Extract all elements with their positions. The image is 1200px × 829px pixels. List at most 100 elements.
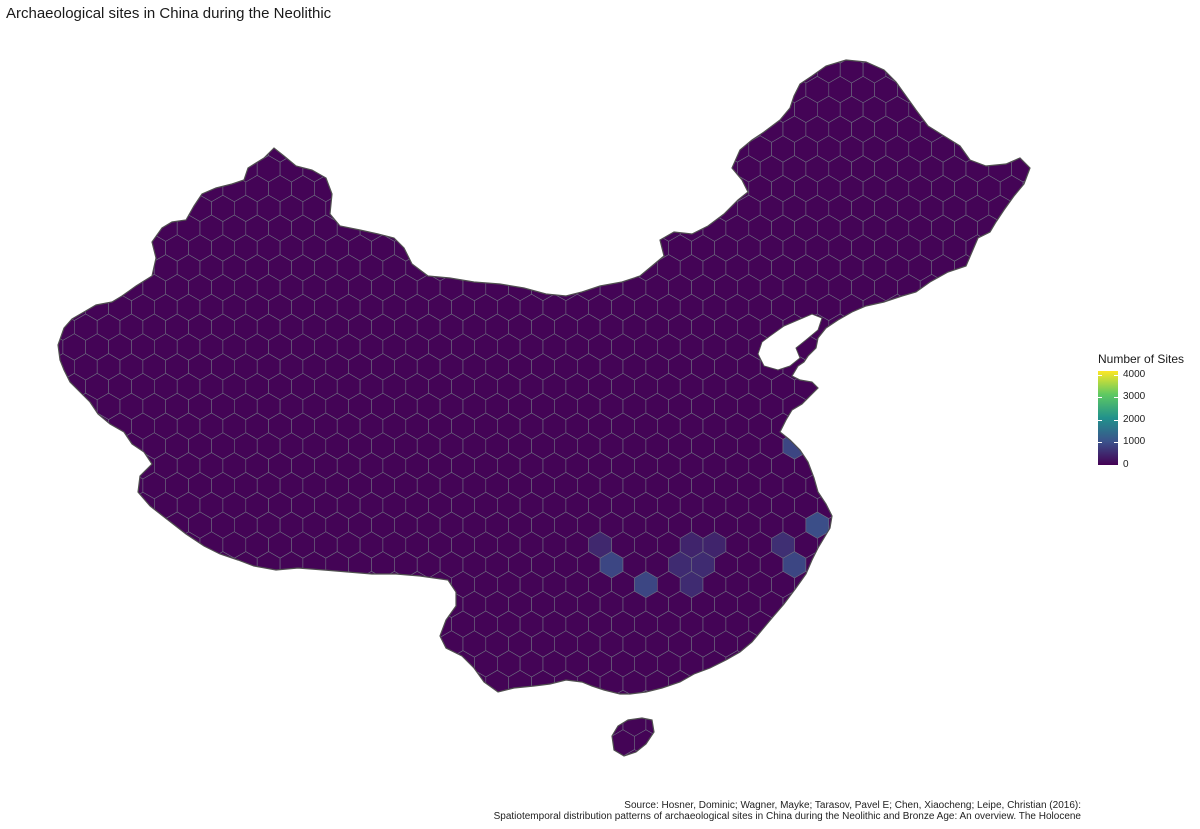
hex-cell [988,432,1013,460]
hex-cell [931,729,955,756]
hex-cell [451,95,475,123]
hex-cell [942,313,967,341]
hex-cell [885,729,910,756]
hex-cell [416,749,441,756]
hex-cell [576,234,601,262]
hex-cell [199,95,224,123]
hex-cell [1035,37,1058,63]
hex-cell [885,610,910,638]
hex-cell [931,333,955,361]
hex-cell [851,432,875,460]
hex-cell [199,689,224,717]
hex-cell [439,709,464,737]
hex-cell [256,749,281,756]
hex-cell [234,115,258,143]
hex-cell [462,155,487,183]
hex-cell [828,590,852,618]
hex-cell [908,293,933,321]
hex-cell [108,452,132,480]
hex-cell [142,551,166,579]
hex-cell [839,491,864,519]
hex-cell [1022,531,1030,559]
hex-cell [58,452,64,480]
hex-cell [176,135,201,163]
hex-cell [279,76,304,104]
hex-cell [988,749,1013,756]
hex-cell [1035,512,1058,538]
hex-cell [142,115,166,143]
hex-cell [108,729,132,756]
hex-cell [874,551,898,579]
hex-cell [954,531,978,559]
hex-cell [58,293,64,321]
hex-cell [108,175,132,203]
hex-cell [576,749,601,756]
hex-cell [816,650,841,678]
hex-cell [1035,314,1058,340]
hex-cell [554,155,578,183]
hex-cell [599,76,624,104]
hex-cell [416,60,441,64]
hex-cell [645,194,670,222]
hex-cell [176,175,201,203]
hex-cell [908,452,933,480]
hex-cell [668,60,692,64]
hex-cell [291,610,315,638]
hex-cell [451,254,475,282]
hex-cell [382,175,407,203]
hex-cell [405,729,430,756]
hex-cell [839,571,864,599]
hex-cell [1011,60,1030,64]
hex-cell [291,650,315,678]
hex-cell [965,392,990,420]
hex-cell [622,60,647,64]
hex-cell [782,749,807,756]
hex-cell [919,76,944,104]
hex-cell [119,511,144,539]
hex-cell [268,729,292,756]
hex-cell [29,631,52,657]
hex-cell [931,452,955,480]
hex-cell [382,729,407,756]
hex-cell [1011,432,1030,460]
hex-cell [268,650,292,678]
hex-cell [154,175,178,203]
hex-cell [599,60,624,64]
hex-cell [622,76,647,104]
hex-cell [908,650,933,678]
hex-cell [839,610,864,638]
hex-cell [62,254,86,282]
hex-cell [839,373,864,401]
hex-cell [874,60,898,64]
hex-cell [919,590,944,618]
hex-cell [725,689,750,717]
hex-cell [451,175,475,203]
hex-cell [142,194,166,222]
hex-cell [211,709,235,737]
hex-cell [805,590,830,618]
hex-cell [474,729,498,756]
hex-cell [496,95,521,123]
hex-cell [108,650,132,678]
hex-cell [908,412,933,440]
hex-cell [588,135,612,163]
hex-cell [885,491,910,519]
hex-cell [999,729,1024,756]
hex-cell [679,135,704,163]
hex-cell [942,551,967,579]
hex-cell [977,95,1001,123]
hex-cell [851,313,875,341]
hex-cell [965,76,990,104]
hex-cell [988,76,1013,104]
hex-cell [336,95,361,123]
hex-cell [325,630,350,658]
hex-cell [142,155,166,183]
hex-cell [977,293,1001,321]
hex-cell [519,175,544,203]
hex-cell [897,392,921,420]
hex-cell [691,670,715,698]
hex-cell [954,491,978,519]
hex-cell [645,749,670,756]
hex-cell [656,175,681,203]
hex-cell [428,95,452,123]
